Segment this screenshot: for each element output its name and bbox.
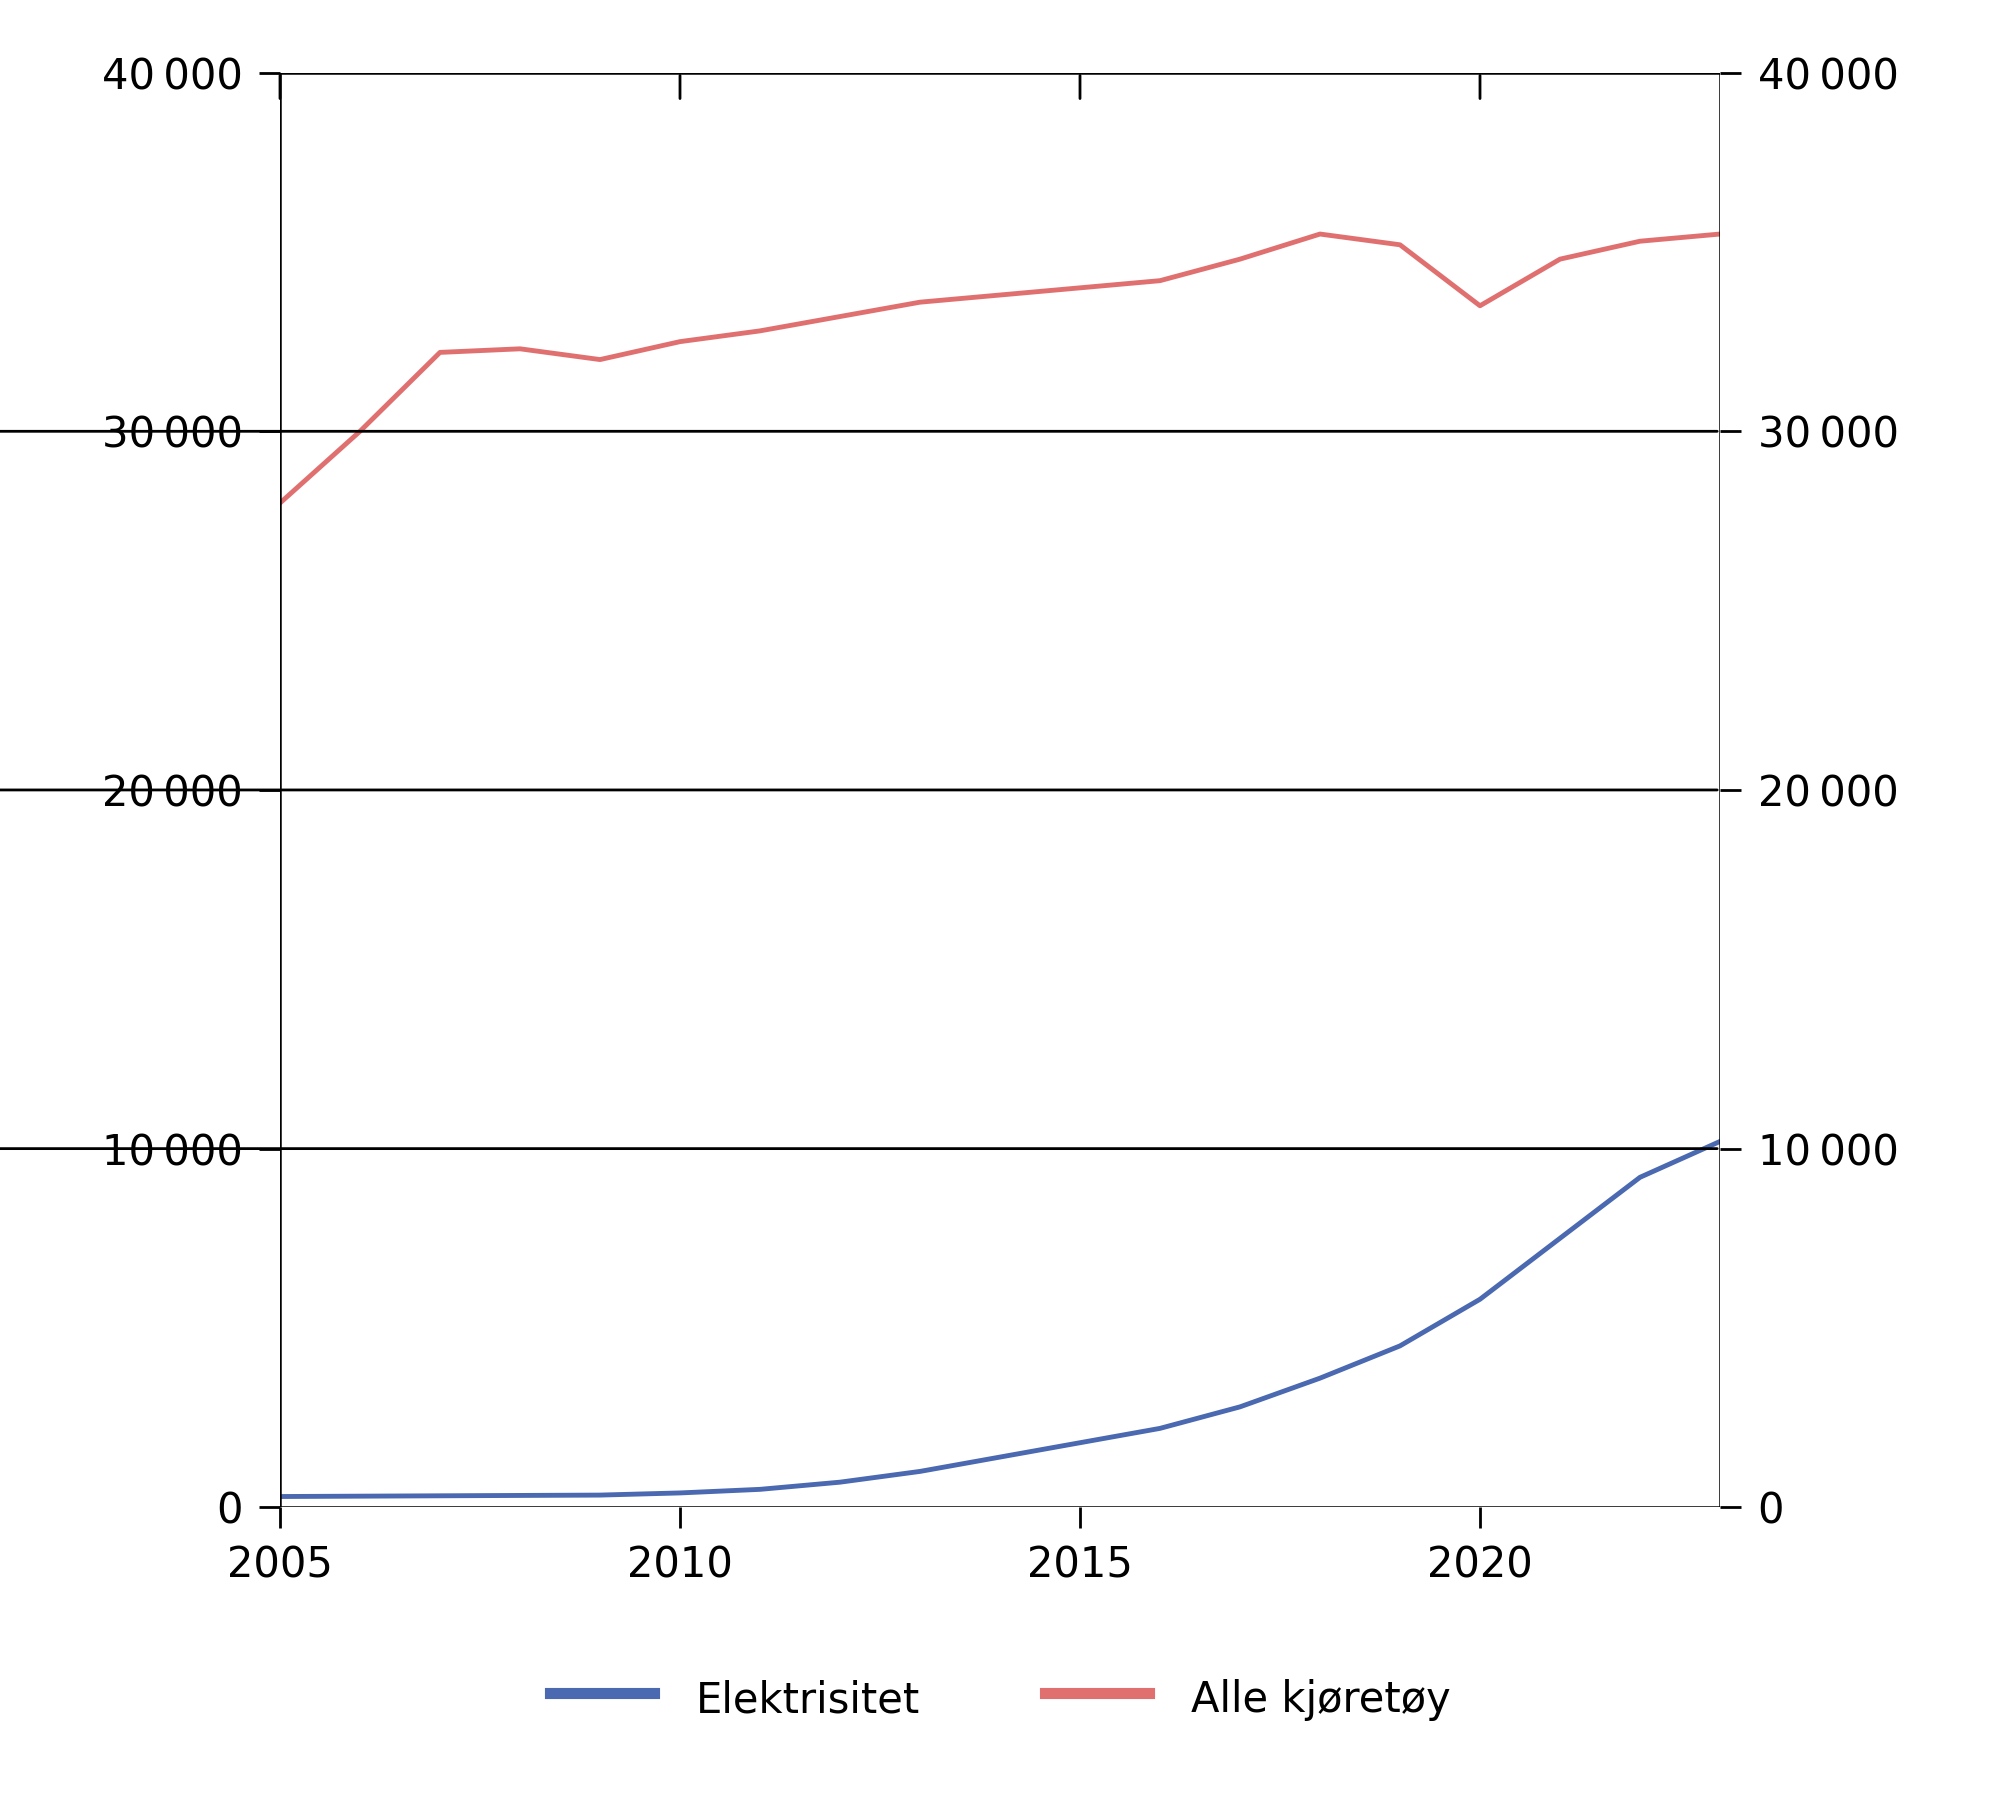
Elektrisitet (1388, 1335, 1412, 1357)
Alle kjøretøy (348, 421, 372, 443)
Alle kjøretøy (828, 305, 852, 327)
Elektrisitet (1628, 1166, 1652, 1188)
Elektrisitet (1228, 1397, 1252, 1418)
Alle kjøretøy (668, 331, 692, 352)
Elektrisitet (1308, 1367, 1332, 1389)
Elektrisitet (588, 1484, 612, 1505)
Alle kjøretøy (508, 338, 532, 360)
Elektrisitet (748, 1478, 772, 1500)
Legend: Elektrisitet, Alle kjøretøy: Elektrisitet, Alle kjøretøy (534, 1656, 1468, 1742)
Line: Elektrisitet: Elektrisitet (280, 1142, 1720, 1496)
Alle kjøretøy (908, 291, 932, 312)
Elektrisitet (1708, 1131, 1732, 1153)
Alle kjøretøy (1068, 278, 1092, 300)
Elektrisitet (1148, 1418, 1172, 1440)
Alle kjøretøy (268, 492, 292, 514)
Alle kjøretøy (1628, 231, 1652, 252)
Alle kjøretøy (1148, 271, 1172, 292)
Alle kjøretøy (588, 349, 612, 370)
Alle kjøretøy (748, 320, 772, 341)
Alle kjøretøy (1708, 223, 1732, 245)
Alle kjøretøy (1388, 234, 1412, 256)
Elektrisitet (988, 1446, 1012, 1467)
Alle kjøretøy (988, 283, 1012, 305)
Elektrisitet (508, 1484, 532, 1505)
Elektrisitet (1068, 1431, 1092, 1453)
Elektrisitet (668, 1482, 692, 1504)
Elektrisitet (1548, 1228, 1572, 1249)
Alle kjøretøy (1548, 249, 1572, 271)
Alle kjøretøy (1228, 249, 1252, 271)
Alle kjøretøy (1308, 223, 1332, 245)
Elektrisitet (268, 1485, 292, 1507)
Elektrisitet (908, 1460, 932, 1482)
Alle kjøretøy (428, 341, 452, 363)
Elektrisitet (828, 1471, 852, 1493)
Elektrisitet (348, 1485, 372, 1507)
Line: Alle kjøretøy: Alle kjøretøy (280, 234, 1720, 503)
Elektrisitet (428, 1485, 452, 1507)
Elektrisitet (1468, 1288, 1492, 1309)
Alle kjøretøy (1468, 294, 1492, 316)
